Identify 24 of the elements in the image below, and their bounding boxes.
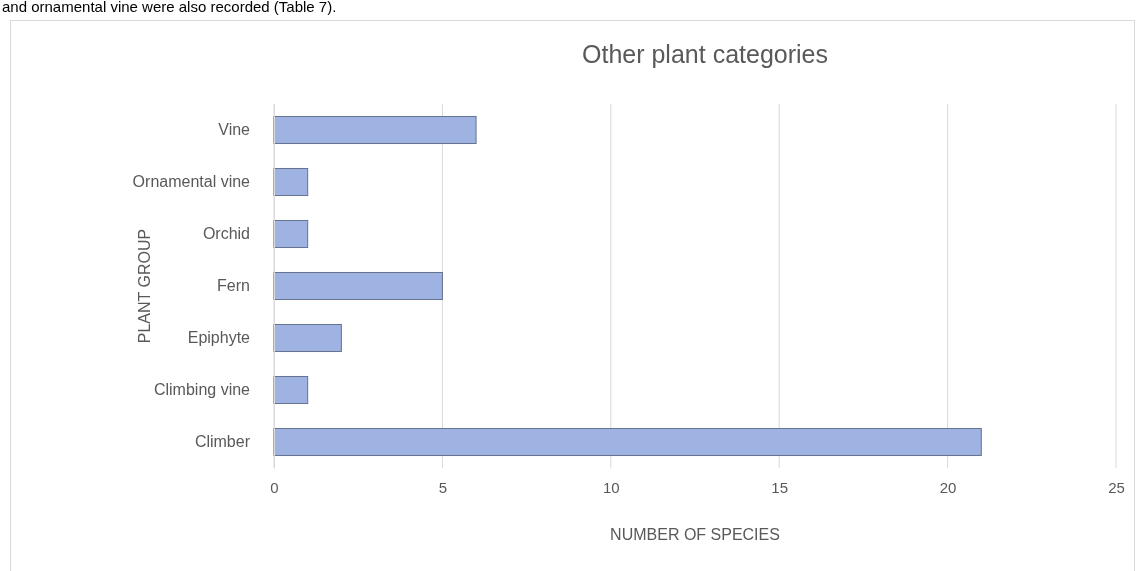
bar — [273, 375, 309, 405]
y-tick-label: Epiphyte — [187, 329, 251, 347]
bar — [273, 167, 309, 197]
y-tick-label: Climbing vine — [153, 381, 251, 399]
y-tick-label: Orchid — [202, 225, 250, 243]
x-tick-label: 5 — [438, 478, 448, 496]
x-tick-label: 15 — [771, 478, 789, 496]
text: and ornamental vine were also recorded (Table 7). — [2, 0, 337, 15]
x-tick-label: 20 — [939, 478, 957, 496]
bar — [273, 219, 309, 249]
x-tick-label: 0 — [270, 478, 279, 496]
y-tick-label: Fern — [217, 277, 250, 295]
bar — [273, 427, 982, 457]
bar — [273, 323, 342, 353]
bar — [273, 271, 443, 301]
chart-title: Other plant categories — [582, 40, 828, 68]
y-tick-label: Climber — [194, 433, 251, 451]
y-tick-label: Vine — [218, 121, 251, 139]
x-tick-label: 10 — [602, 478, 620, 496]
x-axis-title: NUMBER OF SPECIES — [610, 526, 780, 543]
y-axis-title: PLANT GROUP — [136, 228, 153, 344]
bar — [273, 115, 477, 145]
x-tick-label: 25 — [1108, 478, 1125, 496]
y-tick-label: Ornamental vine — [132, 173, 251, 191]
